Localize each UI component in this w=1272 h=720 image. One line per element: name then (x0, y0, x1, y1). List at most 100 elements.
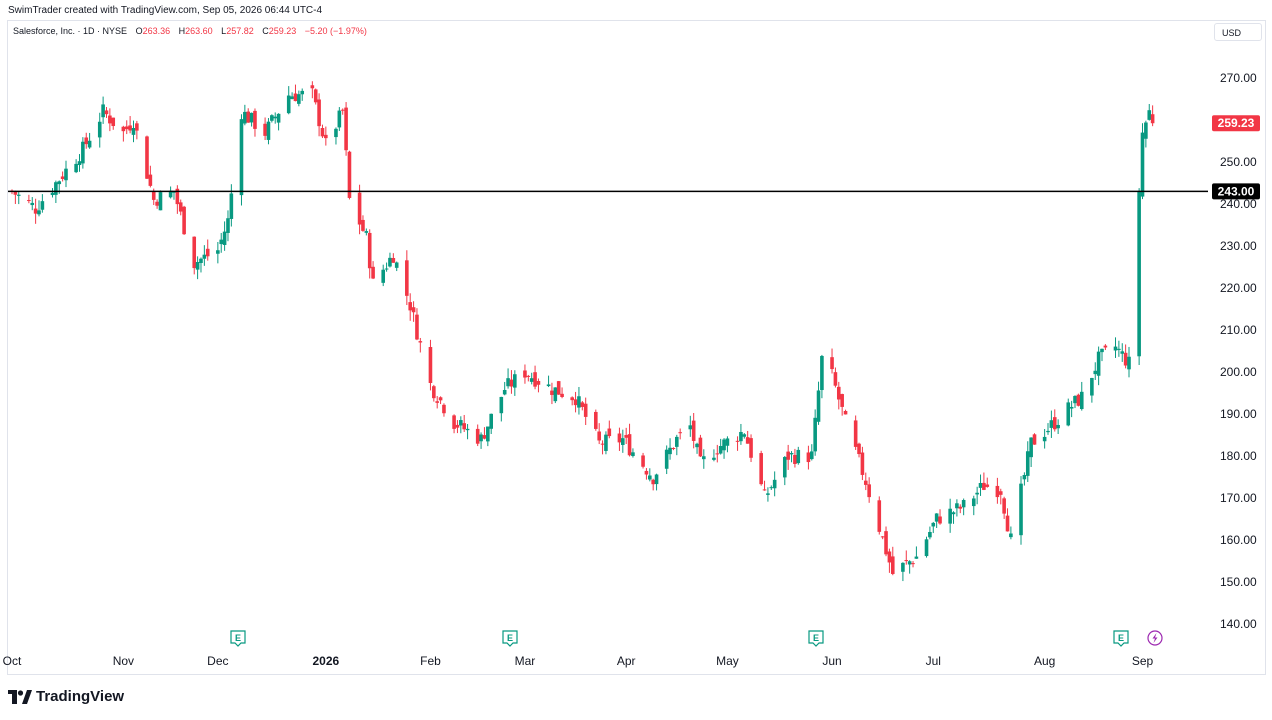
candle-body (722, 439, 726, 451)
candle-body (914, 556, 919, 559)
candle-body (87, 140, 92, 148)
candle-body (40, 201, 45, 210)
currency-button[interactable]: USD (1214, 23, 1262, 41)
candle-body (297, 94, 301, 104)
candle-body (229, 193, 234, 219)
x-tick-label: Apr (617, 654, 636, 668)
candle-body (509, 379, 514, 387)
candle-body (1002, 498, 1006, 514)
candle-body (273, 116, 278, 119)
candle-body (1117, 348, 1121, 350)
earnings-e-icon[interactable] (230, 630, 246, 647)
candle-body (718, 445, 723, 454)
candle-body (928, 531, 932, 538)
y-tick-label: 180.00 (1220, 449, 1257, 463)
high-value: 263.60 (185, 26, 213, 36)
candle-body (769, 487, 774, 489)
candle-body (651, 479, 655, 485)
candle-body (121, 126, 126, 132)
earnings-e-icon[interactable] (502, 630, 518, 647)
candle-body (266, 121, 271, 140)
candle-body (631, 452, 635, 457)
hline-price-label: 243.00 (1218, 184, 1255, 198)
candle-body (1150, 114, 1155, 124)
candle-body (573, 399, 578, 406)
candle-body (97, 121, 102, 138)
candle-body (145, 136, 149, 179)
candle-body (182, 206, 186, 235)
candle-body (54, 182, 58, 195)
candle-body (178, 202, 183, 212)
candle-body (1073, 395, 1077, 404)
candle-body (199, 258, 203, 264)
candle-body (128, 125, 132, 131)
candle-body (408, 302, 413, 311)
candle-body (1025, 451, 1030, 476)
candle-body (644, 470, 649, 475)
candle-body (840, 394, 844, 407)
candle-body (435, 401, 440, 403)
candle-body (1019, 483, 1023, 536)
candle-body (998, 491, 1003, 495)
candle-body (688, 425, 693, 430)
candle-body (833, 372, 838, 386)
candle-body (857, 443, 861, 455)
candle-body (735, 440, 740, 442)
candle-body (226, 218, 230, 233)
candle-body (698, 437, 703, 457)
tradingview-logo[interactable]: TradingView (8, 688, 124, 705)
candle-body (715, 453, 720, 455)
candle-body (270, 115, 274, 121)
candle-body (246, 111, 251, 123)
candle-body (489, 413, 493, 429)
candle-body (820, 355, 824, 391)
close-label: C (262, 26, 269, 36)
candle-body (948, 508, 952, 524)
candle-body (317, 99, 321, 127)
candle-body (33, 208, 38, 214)
candle-body (887, 551, 892, 563)
candle-body (789, 453, 794, 455)
candle-body (239, 119, 244, 196)
chart-frame[interactable] (7, 20, 1266, 675)
candle-body (371, 266, 375, 279)
candle-body (1079, 391, 1084, 410)
low-value: 257.82 (226, 26, 254, 36)
candle-body (627, 434, 632, 456)
x-tick-label: Dec (207, 654, 228, 668)
candle-body (1056, 424, 1060, 429)
candle-body (526, 375, 531, 377)
candle-body (995, 485, 1000, 498)
earnings-label: E (235, 633, 241, 643)
candle-body (344, 107, 348, 151)
candle-body (1005, 515, 1010, 532)
candle-body (101, 104, 105, 118)
candle-body (786, 451, 790, 460)
candle-body (337, 110, 342, 128)
candle-body (1103, 345, 1108, 348)
candle-body (523, 370, 527, 378)
y-tick-label: 230.00 (1220, 239, 1257, 253)
earnings-label: E (507, 633, 513, 643)
candle-body (1042, 436, 1047, 442)
candle-body (577, 396, 581, 408)
candle-body (81, 141, 85, 164)
candle-body (1137, 191, 1141, 357)
candle-body (1123, 352, 1128, 366)
candle-body (546, 384, 551, 387)
earnings-e-icon[interactable] (808, 630, 824, 647)
lightning-glyph (1152, 633, 1158, 643)
earnings-e-icon[interactable] (1113, 630, 1129, 647)
candle-body (890, 556, 895, 574)
candle-body (195, 262, 200, 270)
candle-body (911, 563, 915, 565)
candle-body (219, 239, 224, 245)
candle-body (74, 163, 78, 173)
candle-body (442, 404, 446, 414)
x-tick-label: Nov (113, 654, 134, 668)
candle-body (168, 190, 173, 198)
candle-body (607, 428, 612, 437)
candle-body (924, 539, 929, 557)
candle-body (216, 250, 220, 254)
